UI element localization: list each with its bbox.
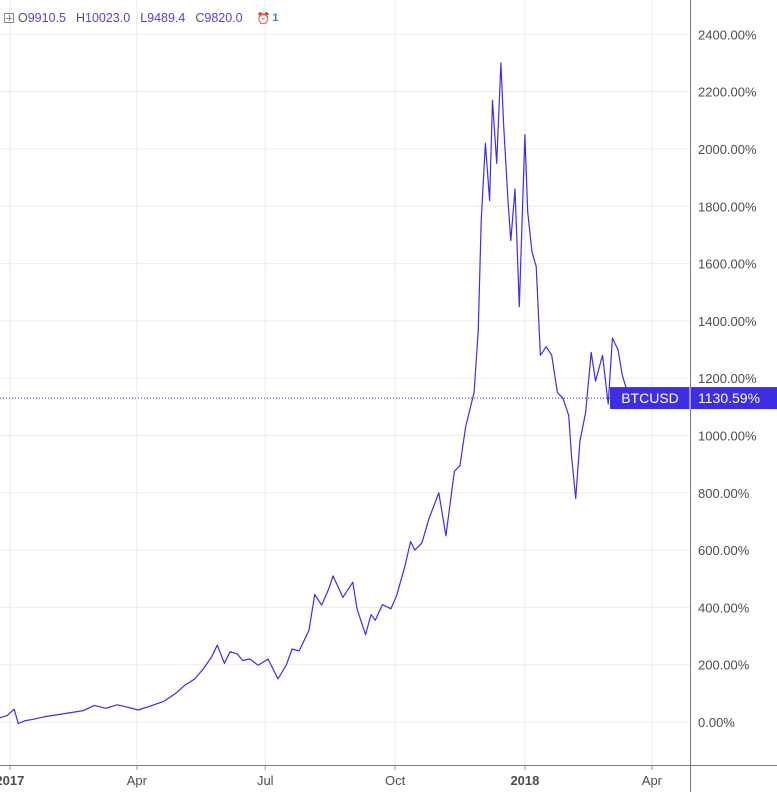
last-price-value: 1130.59% <box>698 390 760 406</box>
high-value: 10023.0 <box>85 11 131 25</box>
last-price-layer: BTCUSD 1130.59% <box>0 387 777 410</box>
series-layer <box>0 62 630 725</box>
y-tick-label: 200.00% <box>698 658 750 673</box>
expand-icon[interactable] <box>4 13 14 23</box>
alarm-clock-icon[interactable]: ⏰ <box>256 12 271 25</box>
open-value: 9910.5 <box>27 11 66 25</box>
y-tick-label: 400.00% <box>698 600 750 615</box>
open-label: O <box>18 11 28 25</box>
y-tick-label: 0.00% <box>698 715 735 730</box>
y-tick-label: 2200.00% <box>698 85 757 100</box>
x-tick-label: Jul <box>257 773 274 788</box>
close-label: C <box>195 11 205 25</box>
series-line-btcusd <box>0 62 630 725</box>
y-tick-label: 1000.00% <box>698 429 757 444</box>
last-price-badge <box>610 387 777 410</box>
y-tick-label: 800.00% <box>698 486 750 501</box>
close-value: 9820.0 <box>204 11 243 25</box>
y-tick-label: 1200.00% <box>698 371 757 386</box>
x-tick-label: 2017 <box>0 773 24 788</box>
low-label: L <box>140 11 148 25</box>
high-label: H <box>75 11 85 25</box>
y-tick-label: 600.00% <box>698 543 750 558</box>
x-tick-label: Oct <box>385 773 406 788</box>
low-value: 9489.4 <box>147 11 186 25</box>
y-tick-label: 2400.00% <box>698 27 757 42</box>
y-tick-label: 1400.00% <box>698 314 757 329</box>
y-tick-label: 1600.00% <box>698 257 757 272</box>
alerts-count[interactable]: 1 <box>272 12 279 24</box>
x-tick-label: Apr <box>127 773 148 788</box>
y-tick-label: 1800.00% <box>698 199 757 214</box>
x-tick-label: 2018 <box>510 773 539 788</box>
ohlc-legend: O 9910.5 H 10023.0 L 9489.4 C 9820.0 ⏰ 1 <box>4 9 278 27</box>
gridlines <box>0 0 690 765</box>
y-tick-label: 2000.00% <box>698 142 757 157</box>
x-tick-label: Apr <box>642 773 663 788</box>
symbol-label: BTCUSD <box>621 390 679 406</box>
